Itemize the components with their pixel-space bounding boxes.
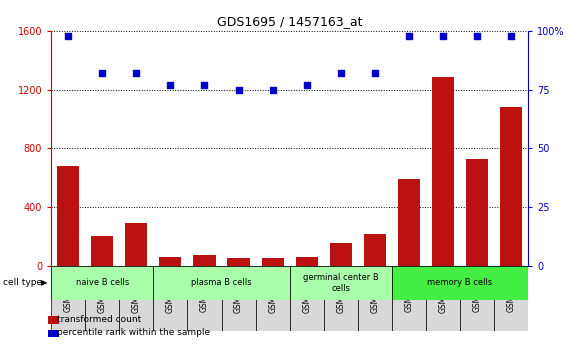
Text: GSM94741: GSM94741 (64, 271, 73, 312)
Point (268, 87, 277, 92)
Bar (494, 266, 528, 331)
Bar (57, 166, 79, 266)
Bar (460, 266, 494, 331)
Text: cell type: cell type (3, 278, 42, 287)
Bar (261, 258, 283, 266)
Text: GSM94763: GSM94763 (234, 271, 243, 313)
Point (234, 87, 243, 92)
Bar (290, 266, 324, 331)
Bar (187, 266, 222, 331)
Text: GSM94762: GSM94762 (200, 271, 209, 312)
Bar (193, 255, 216, 266)
Point (98, 70, 107, 76)
Bar (153, 266, 187, 331)
Point (64, 33, 73, 39)
Bar (153, 266, 290, 300)
Text: GSM94767: GSM94767 (370, 271, 379, 313)
Text: percentile rank within the sample: percentile rank within the sample (57, 328, 210, 337)
Bar (119, 266, 153, 331)
Bar (364, 234, 386, 266)
Text: GSM94766: GSM94766 (336, 271, 345, 313)
Bar (256, 266, 290, 331)
Bar (432, 77, 454, 266)
Bar (296, 257, 318, 266)
Text: plasma B cells: plasma B cells (191, 278, 252, 287)
Point (473, 33, 482, 39)
Bar (91, 236, 114, 266)
Point (302, 82, 311, 88)
Text: GSM94772: GSM94772 (507, 271, 516, 312)
Bar (125, 223, 148, 266)
Bar (466, 159, 488, 266)
Text: GSM94764: GSM94764 (268, 271, 277, 313)
Text: GSM94745: GSM94745 (132, 271, 141, 313)
Text: naive B cells: naive B cells (76, 278, 129, 287)
Point (438, 33, 448, 39)
Text: GSM94768: GSM94768 (404, 271, 414, 312)
Point (370, 70, 379, 76)
Text: transformed count: transformed count (57, 315, 141, 324)
Bar (290, 266, 392, 300)
Text: GSM94769: GSM94769 (438, 271, 448, 313)
Point (404, 33, 414, 39)
Bar (227, 258, 250, 266)
Text: GSM94747: GSM94747 (166, 271, 175, 313)
Bar (222, 266, 256, 331)
Bar (324, 266, 358, 331)
Point (166, 82, 175, 88)
Point (132, 70, 141, 76)
Bar (51, 266, 85, 331)
Text: memory B cells: memory B cells (428, 278, 492, 287)
Point (200, 82, 209, 88)
Bar (500, 107, 523, 266)
Text: GSM94744: GSM94744 (98, 271, 107, 313)
Bar (426, 266, 460, 331)
Text: GSM94765: GSM94765 (302, 271, 311, 313)
Bar (398, 179, 420, 266)
Text: ▶: ▶ (41, 278, 48, 287)
Bar (85, 266, 119, 331)
Bar (392, 266, 528, 300)
Title: GDS1695 / 1457163_at: GDS1695 / 1457163_at (217, 16, 362, 29)
Bar (159, 257, 181, 266)
Point (336, 70, 345, 76)
Bar (329, 243, 352, 266)
Text: GSM94771: GSM94771 (473, 271, 482, 312)
Point (507, 33, 516, 39)
Bar (358, 266, 392, 331)
Bar (51, 266, 153, 300)
Bar (392, 266, 426, 331)
Text: germinal center B
cells: germinal center B cells (303, 273, 379, 293)
